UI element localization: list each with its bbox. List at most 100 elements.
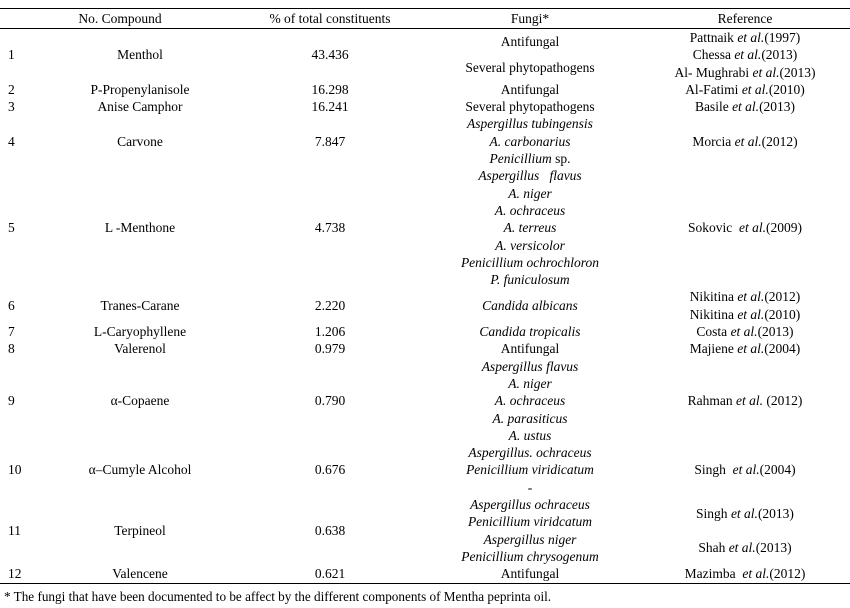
fungi-line: Aspergillus niger bbox=[483, 531, 577, 547]
fungi-list: Antifungal bbox=[420, 340, 640, 357]
fungi-line: Antifungal bbox=[500, 566, 560, 582]
compound-name: Valerenol bbox=[114, 341, 166, 357]
fungi-line: Penicillium viridcatum bbox=[467, 514, 593, 530]
table-footnote: * The fungi that have been documented to… bbox=[4, 588, 552, 604]
percent-value: 4.738 bbox=[314, 220, 346, 236]
fungi-line: Aspergillus. ochraceus bbox=[468, 445, 592, 461]
reference-list: Basile et al.(2013) bbox=[640, 98, 850, 115]
table-header-row: No. Compound % of total constituents Fun… bbox=[0, 8, 850, 29]
reference-line: Majiene et al.(2004) bbox=[689, 341, 801, 357]
table-row: 11 Terpineol 0.638 Aspergillus ochraceus… bbox=[0, 496, 850, 565]
reference-list: Singh et al.(2013) Shah et al.(2013) bbox=[640, 496, 850, 565]
compound-name: L -Menthone bbox=[104, 220, 176, 236]
fungi-line: A. ochraceus bbox=[494, 202, 566, 218]
compound-name: L-Caryophyllene bbox=[93, 324, 187, 340]
table-row: 5 L -Menthone 4.738 Aspergillus flavus A.… bbox=[0, 167, 850, 288]
fungi-line: Antifungal bbox=[500, 34, 560, 50]
fungi-list: Candida tropicalis bbox=[420, 323, 640, 340]
row-number: 2 bbox=[8, 81, 15, 97]
fungi-list: Candida albicans bbox=[420, 288, 640, 323]
table-row: 8 Valerenol 0.979 Antifungal Majiene et … bbox=[0, 340, 850, 357]
row-number: 9 bbox=[8, 393, 15, 409]
table-row: 7 L-Caryophyllene 1.206 Candida tropical… bbox=[0, 323, 850, 340]
fungi-line: Aspergillus flavus bbox=[478, 168, 582, 184]
fungi-line: A. ochraceus bbox=[494, 393, 566, 409]
header-reference: Reference bbox=[717, 10, 773, 26]
reference-line: Mazimba et al.(2012) bbox=[684, 566, 806, 582]
fungi-list: Antifungal bbox=[420, 565, 640, 582]
fungi-line: Penicillium ochrochloron bbox=[460, 254, 600, 270]
percent-value: 43.436 bbox=[311, 47, 349, 63]
header-percent: % of total constituents bbox=[269, 10, 391, 26]
percent-value: 0.979 bbox=[314, 341, 346, 357]
reference-line: Rahman et al. (2012) bbox=[687, 393, 803, 409]
fungi-list: Aspergillus. ochraceus Penicillium viridi… bbox=[420, 444, 640, 496]
table-row: 9 α-Copaene 0.790 Aspergillus flavus A. n… bbox=[0, 358, 850, 445]
percent-value: 0.621 bbox=[314, 566, 346, 582]
percent-value: 1.206 bbox=[314, 324, 346, 340]
compound-name: Terpineol bbox=[114, 522, 166, 538]
reference-list: Mazimba et al.(2012) bbox=[640, 565, 850, 582]
reference-line: Al- Mughrabi et al.(2013) bbox=[674, 64, 816, 80]
fungi-line: Aspergillus tubingensis bbox=[467, 116, 593, 132]
reference-line: Singh et al.(2013) bbox=[696, 505, 794, 521]
percent-value: 16.241 bbox=[311, 99, 349, 115]
fungi-line: Candida albicans bbox=[482, 298, 578, 314]
row-number: 10 bbox=[8, 462, 22, 478]
percent-value: 7.847 bbox=[314, 133, 346, 149]
reference-list: Singh et al.(2004) bbox=[640, 444, 850, 496]
fungi-list: Aspergillus flavus A. niger A. ochraceus A.… bbox=[420, 167, 640, 288]
fungi-line: Several phytopathogens bbox=[465, 60, 595, 76]
reference-line: Costa et al.(2013) bbox=[696, 324, 794, 340]
fungi-list: Aspergillus tubingensis A. carbonarius Pen… bbox=[420, 115, 640, 167]
table-row: 2 P-Propenylanisole 16.298 Antifungal Al… bbox=[0, 81, 850, 98]
fungi-line: Antifungal bbox=[500, 81, 560, 97]
fungi-line: P. funiculosum bbox=[490, 272, 570, 288]
fungi-list: Aspergillus ochraceus Penicillium viridca… bbox=[420, 496, 640, 565]
table-row: 3 Anise Camphor 16.241 Several phytopath… bbox=[0, 98, 850, 115]
percent-value: 16.298 bbox=[311, 81, 349, 97]
row-number: 6 bbox=[8, 298, 15, 314]
row-number: 8 bbox=[8, 341, 15, 357]
compound-name: Menthol bbox=[117, 47, 163, 63]
reference-line: Singh et al.(2004) bbox=[694, 462, 796, 478]
table-body: 1 Menthol 43.436 Antifungal Several phyto… bbox=[0, 29, 850, 584]
fungi-line: Aspergillus flavus bbox=[481, 358, 579, 374]
fungi-line: A. niger bbox=[508, 185, 552, 201]
reference-line: Basile et al.(2013) bbox=[694, 99, 796, 115]
compound-name: Anise Camphor bbox=[97, 99, 183, 115]
percent-value: 0.790 bbox=[314, 393, 346, 409]
reference-list: Majiene et al.(2004) bbox=[640, 340, 850, 357]
percent-value: 0.676 bbox=[314, 462, 346, 478]
fungi-line: Penicillium chrysogenum bbox=[461, 548, 599, 564]
compounds-table: No. Compound % of total constituents Fun… bbox=[0, 8, 850, 584]
fungi-line: A. versicolor bbox=[495, 237, 565, 253]
reference-line: Pattnaik et al.(1997) bbox=[689, 30, 801, 45]
fungi-line: Candida tropicalis bbox=[479, 324, 581, 340]
reference-list: Costa et al.(2013) bbox=[640, 323, 850, 340]
compound-name: α-Copaene bbox=[110, 393, 170, 409]
table-row: 10 α–Cumyle Alcohol 0.676 Aspergillus. o… bbox=[0, 444, 850, 496]
fungi-line: A. parasiticus bbox=[492, 410, 568, 426]
row-number: 12 bbox=[8, 566, 22, 582]
fungi-list: Antifungal bbox=[420, 81, 640, 98]
percent-value: 0.638 bbox=[314, 522, 346, 538]
percent-value: 2.220 bbox=[314, 298, 346, 314]
reference-list: Rahman et al. (2012) bbox=[640, 358, 850, 445]
fungi-line: A. terreus bbox=[503, 220, 557, 236]
row-number: 7 bbox=[8, 324, 15, 340]
fungi-line: - bbox=[527, 479, 533, 495]
reference-line: Shah et al.(2013) bbox=[698, 540, 792, 556]
fungi-list: Aspergillus flavus A. niger A. ochraceus A.… bbox=[420, 358, 640, 445]
row-number: 4 bbox=[8, 133, 15, 149]
table-row: 6 Tranes-Carane 2.220 Candida albicans N… bbox=[0, 288, 850, 323]
fungi-line: A. carbonarius bbox=[489, 133, 571, 149]
reference-list: Morcia et al.(2012) bbox=[640, 115, 850, 167]
reference-line: Chessa et al.(2013) bbox=[692, 47, 798, 63]
compound-name: Tranes-Carane bbox=[100, 298, 180, 314]
fungi-line: Several phytopathogens bbox=[465, 99, 595, 115]
reference-line: Al-Fatimi et al.(2010) bbox=[685, 81, 805, 97]
fungi-list: Antifungal Several phytopathogens bbox=[420, 29, 640, 81]
compound-name: Valencene bbox=[112, 566, 168, 582]
